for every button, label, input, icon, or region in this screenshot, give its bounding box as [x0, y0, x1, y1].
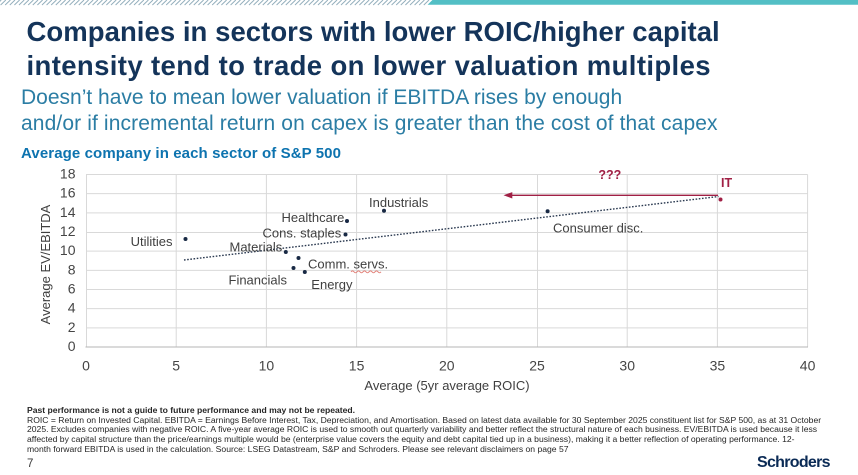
svg-text:4: 4: [68, 300, 76, 316]
svg-text:Financials: Financials: [229, 273, 288, 288]
svg-text:10: 10: [259, 357, 275, 373]
svg-text:30: 30: [619, 357, 635, 373]
svg-text:0: 0: [82, 357, 90, 373]
svg-text:5: 5: [172, 357, 180, 373]
svg-text:0: 0: [68, 338, 76, 354]
svg-text:Materials: Materials: [230, 240, 283, 255]
svg-text:35: 35: [710, 357, 726, 373]
svg-text:Average EV/EBITDA: Average EV/EBITDA: [38, 204, 53, 324]
svg-text:Comm. servs.: Comm. servs.: [308, 256, 388, 271]
svg-text:Average (5yr average ROIC): Average (5yr average ROIC): [364, 378, 529, 393]
svg-text:14: 14: [60, 204, 76, 220]
svg-text:Industrials: Industrials: [369, 195, 429, 210]
svg-text:2: 2: [68, 319, 76, 335]
svg-text:6: 6: [68, 281, 76, 297]
svg-text:Utilities: Utilities: [131, 234, 173, 249]
svg-text:18: 18: [60, 166, 76, 182]
svg-text:???: ???: [598, 168, 621, 182]
svg-text:15: 15: [349, 357, 365, 373]
svg-text:12: 12: [60, 223, 76, 239]
svg-text:Cons. staples: Cons. staples: [263, 225, 342, 240]
svg-text:25: 25: [529, 357, 545, 373]
svg-text:Energy: Energy: [311, 277, 353, 292]
svg-text:8: 8: [68, 261, 76, 277]
svg-text:IT: IT: [721, 176, 732, 190]
svg-text:Healthcare: Healthcare: [282, 210, 345, 225]
svg-text:16: 16: [60, 185, 76, 201]
svg-text:20: 20: [439, 357, 455, 373]
svg-text:10: 10: [60, 242, 76, 258]
svg-text:40: 40: [800, 357, 816, 373]
svg-text:Consumer disc.: Consumer disc.: [553, 220, 643, 235]
